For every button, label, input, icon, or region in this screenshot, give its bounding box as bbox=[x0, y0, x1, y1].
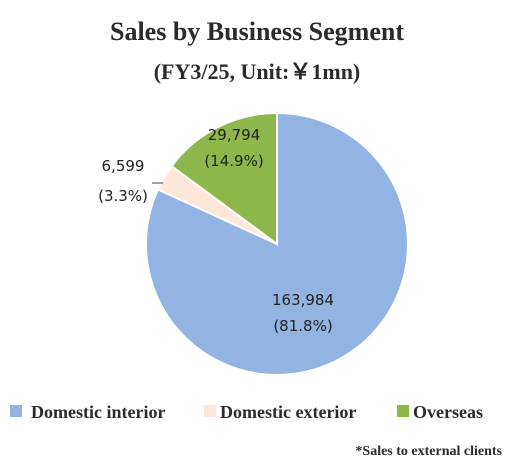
footnote: *Sales to external clients bbox=[355, 444, 502, 459]
legend: Domestic interior Domestic exterior Over… bbox=[10, 402, 483, 422]
legend-swatch-domestic-interior bbox=[10, 405, 22, 417]
data-label-value-domestic-exterior: 6,599 bbox=[102, 157, 145, 175]
data-label-value-domestic-interior: 163,984 bbox=[272, 291, 334, 309]
data-label-percent-domestic-interior: (81.8%) bbox=[273, 317, 332, 335]
legend-swatch-domestic-exterior bbox=[204, 405, 216, 417]
data-label-percent-domestic-exterior: (3.3%) bbox=[98, 187, 148, 205]
legend-label-domestic-interior: Domestic interior bbox=[31, 402, 165, 422]
pie-slices bbox=[145, 111, 409, 376]
legend-swatch-overseas bbox=[397, 405, 409, 417]
chart-subtitle: (FY3/25, Unit:￥1mn) bbox=[154, 59, 361, 84]
chart-title: Sales by Business Segment bbox=[110, 17, 404, 46]
slice-domestic-interior bbox=[145, 111, 409, 376]
slice-overseas bbox=[170, 111, 278, 246]
legend-label-overseas: Overseas bbox=[413, 402, 483, 422]
data-label-value-overseas: 29,794 bbox=[208, 126, 261, 144]
data-label-percent-overseas: (14.9%) bbox=[204, 152, 263, 170]
legend-label-domestic-exterior: Domestic exterior bbox=[220, 402, 356, 422]
